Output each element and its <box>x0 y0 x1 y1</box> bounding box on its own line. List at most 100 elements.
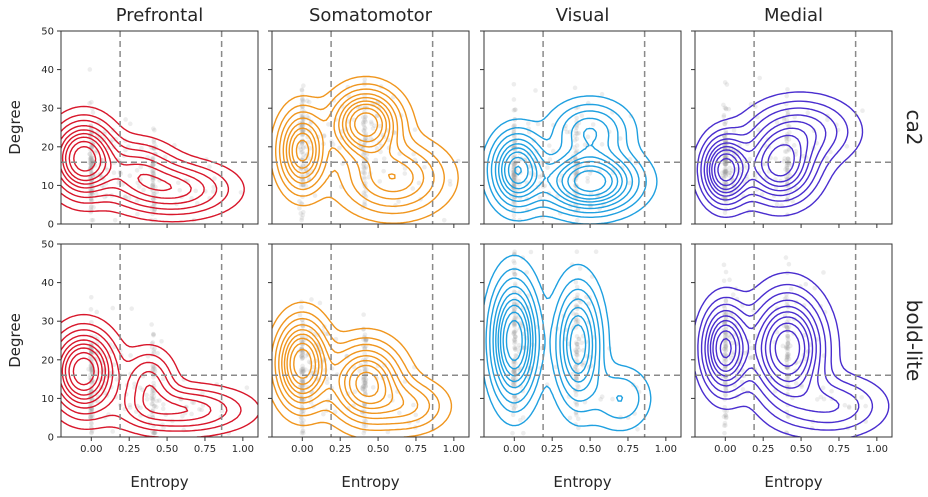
data-point <box>312 193 318 198</box>
data-point <box>88 363 93 369</box>
data-point <box>512 338 517 344</box>
data-point <box>363 379 368 384</box>
data-point <box>573 170 579 176</box>
x-tick-label: 0.00 <box>503 444 525 455</box>
data-point <box>785 354 791 359</box>
data-point <box>784 354 790 360</box>
panel-ca2-prefrontal: 0 10 20 30 40 50 <box>41 27 259 231</box>
data-point <box>579 340 584 346</box>
panel-ca2-medial <box>691 30 893 228</box>
data-point <box>297 145 303 150</box>
data-point <box>298 147 304 152</box>
data-point <box>152 191 157 197</box>
data-point <box>195 200 200 206</box>
data-point <box>511 361 517 367</box>
contour-line <box>61 313 258 437</box>
data-point <box>511 172 516 178</box>
data-point <box>127 173 133 179</box>
contour-line <box>715 322 806 375</box>
data-point <box>785 167 790 173</box>
column-title-medial: Medial <box>764 5 823 26</box>
y-tick-label: 10 <box>41 394 54 405</box>
data-point <box>151 126 156 131</box>
data-point <box>298 353 304 359</box>
data-point <box>533 88 538 93</box>
data-point <box>512 306 517 312</box>
data-point <box>149 344 155 350</box>
data-point <box>785 334 791 339</box>
data-point <box>362 135 368 141</box>
data-point <box>512 329 518 335</box>
x-tick-label: 0.50 <box>579 444 601 455</box>
data-point <box>301 408 306 414</box>
data-point <box>149 393 154 399</box>
data-point <box>722 169 727 175</box>
data-point <box>300 355 306 360</box>
data-point <box>546 143 552 148</box>
data-point <box>722 334 728 340</box>
data-point <box>411 402 416 408</box>
contour-line <box>278 324 419 420</box>
data-point <box>511 172 517 178</box>
data-point <box>574 349 579 354</box>
data-point <box>581 360 587 366</box>
data-point <box>402 166 408 171</box>
data-point <box>801 153 806 159</box>
data-point <box>513 328 519 333</box>
data-point <box>332 409 338 415</box>
data-point <box>598 397 603 402</box>
data-point <box>537 195 543 200</box>
data-point <box>573 410 579 416</box>
contour-line <box>272 311 440 431</box>
data-point <box>132 381 137 387</box>
data-point <box>150 391 155 397</box>
data-point <box>373 157 379 163</box>
data-point <box>160 406 166 412</box>
data-point <box>299 379 305 385</box>
data-point <box>525 121 531 126</box>
data-point <box>299 141 305 147</box>
kde-contours <box>61 313 258 437</box>
data-point <box>724 311 729 316</box>
data-point <box>153 184 158 190</box>
data-point <box>299 87 305 92</box>
data-point <box>150 170 156 176</box>
data-point <box>149 183 155 189</box>
data-point <box>785 335 790 341</box>
y-axis-label: Degree <box>6 313 24 368</box>
data-point <box>88 307 94 312</box>
data-point <box>724 334 730 340</box>
panel-frame <box>271 30 470 225</box>
data-point <box>740 387 746 392</box>
data-point <box>301 369 306 374</box>
data-point <box>511 108 517 113</box>
data-point <box>89 153 94 159</box>
data-point <box>576 384 581 390</box>
data-point <box>163 154 168 160</box>
data-point <box>337 145 342 151</box>
data-point <box>784 356 790 361</box>
data-point <box>161 376 166 382</box>
data-point <box>90 217 96 223</box>
contour-line <box>700 107 838 206</box>
data-point <box>299 356 305 361</box>
data-point <box>360 170 366 175</box>
data-point <box>238 190 244 195</box>
data-point <box>372 123 377 129</box>
data-point <box>189 411 194 417</box>
data-point <box>722 346 727 352</box>
data-point <box>723 343 729 349</box>
data-point <box>585 134 591 140</box>
contour-line <box>291 103 387 169</box>
data-point <box>300 430 306 436</box>
y-tick-label: 20 <box>41 142 54 153</box>
data-point <box>150 162 156 168</box>
contour-line <box>354 112 379 137</box>
data-point <box>150 155 155 161</box>
data-point <box>362 176 367 182</box>
data-point <box>300 133 305 138</box>
data-point <box>362 171 368 176</box>
data-point <box>300 368 306 373</box>
data-point <box>575 317 580 323</box>
data-point <box>298 419 304 424</box>
